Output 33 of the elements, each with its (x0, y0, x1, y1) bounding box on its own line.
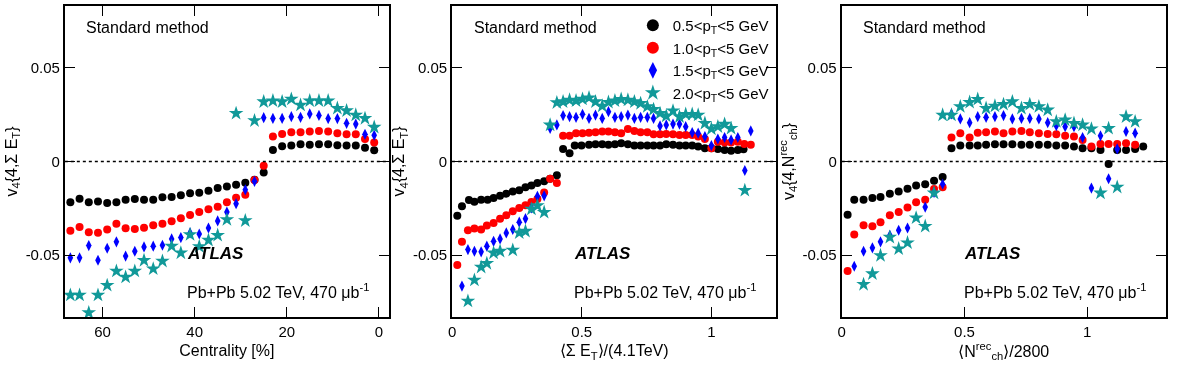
x-tick-label: 0.5 (954, 323, 975, 340)
x-tick-label: 0.5 (571, 323, 593, 340)
annotation: Standard method (86, 19, 209, 36)
y-tick-label: 0 (51, 152, 60, 170)
annotation: ATLAS (964, 244, 1022, 263)
annotation: Pb+Pb 5.02 TeV, 470 μb$^{-1}$ (187, 281, 370, 301)
annotation: ATLAS (187, 244, 245, 263)
y-tick-label: 0.05 (807, 59, 837, 77)
y-tick-label: -0.05 (25, 246, 60, 264)
x-axis-title: Centrality [%] (179, 342, 275, 360)
x-tick-label: 40 (186, 323, 203, 340)
y-tick-label: 0 (438, 152, 448, 170)
x-tick-label: 0 (374, 323, 383, 340)
legend-label: 1.0<p$_{T}$<5 GeV (672, 39, 769, 59)
y-tick-label: 0 (828, 152, 837, 170)
annotation: Standard method (474, 19, 597, 36)
x-tick-label: 60 (94, 323, 111, 340)
x-tick-label: 1 (707, 323, 716, 340)
annotation: Standard method (863, 19, 986, 36)
annotation: Pb+Pb 5.02 TeV, 470 μb$^{-1}$ (964, 281, 1147, 301)
x-axis-title: ⟨Σ E$_{T}$⟩/(4.1TeV) (559, 342, 669, 362)
x-tick-label: 1 (1083, 323, 1092, 340)
legend-label: 1.5<p$_{T}$<5 GeV (672, 62, 769, 82)
x-axis-title: ⟨N$^{rec}$$_{ch}$⟩/2800 (958, 340, 1050, 363)
annotation: Pb+Pb 5.02 TeV, 470 μb$^{-1}$ (574, 281, 757, 301)
x-tick-label: 20 (278, 323, 296, 340)
legend-label: 2.0<p$_{T}$<5 GeV (672, 84, 769, 104)
legend-label: 0.5<p$_{T}$<5 GeV (672, 17, 769, 37)
y-tick-label: -0.05 (802, 246, 837, 264)
y-tick-label: -0.05 (412, 246, 448, 264)
y-tick-label: 0.05 (417, 59, 448, 77)
y-tick-label: 0.05 (30, 59, 60, 77)
annotation: ATLAS (574, 244, 632, 263)
